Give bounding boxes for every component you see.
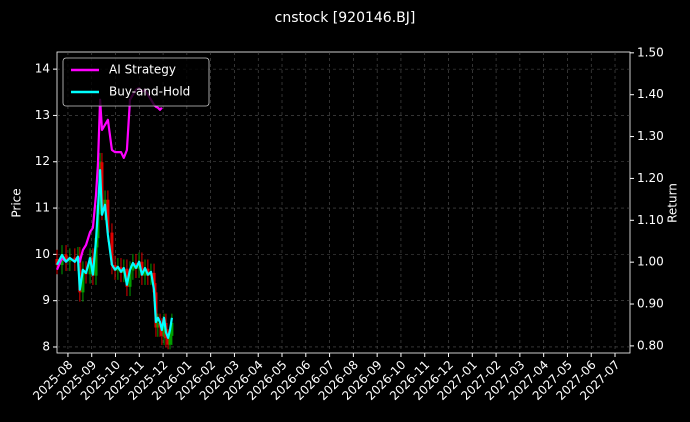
candle-body [128, 270, 132, 287]
y-axis-label: Price [10, 188, 24, 217]
y-tick-label: 9 [42, 293, 50, 307]
y-tick-label: 8 [42, 339, 50, 353]
candle-body [94, 238, 98, 276]
y2-tick-label: 1.40 [637, 87, 664, 101]
y-tick-label: 12 [35, 154, 50, 168]
candle-body [55, 258, 59, 266]
y2-tick-label: 0.90 [637, 297, 664, 311]
legend-label: AI Strategy [109, 63, 176, 77]
candle-body [116, 267, 120, 271]
candle-body [140, 261, 144, 276]
y2-tick-label: 1.30 [637, 129, 664, 143]
chart-title: cnstock [920146.BJ] [275, 10, 416, 26]
legend: AI Strategy Buy-and-Hold [62, 57, 210, 107]
candle-body [68, 257, 72, 262]
candle-body [125, 268, 129, 287]
candle-body [162, 322, 166, 336]
legend-label: Buy-and-Hold [109, 85, 190, 99]
candle-body [131, 263, 135, 271]
y2-axis-label: Return [666, 183, 680, 223]
series-line [56, 169, 173, 339]
candle-body [143, 268, 147, 276]
legend-box [62, 57, 210, 107]
candle-body [81, 270, 85, 293]
y-tick-label: 10 [35, 247, 50, 261]
candle-body [106, 199, 110, 233]
candle-body [110, 232, 114, 266]
y-tick-label: 13 [35, 108, 50, 122]
y-tick-label: 11 [35, 201, 50, 215]
candle-body [88, 257, 92, 275]
candle-body [170, 322, 174, 336]
y2-tick-label: 1.00 [637, 255, 664, 269]
candle-body [152, 272, 156, 293]
candle-body [100, 162, 104, 211]
candle-body [156, 322, 160, 328]
plot-frame [56, 51, 631, 354]
y2-tick-label: 1.20 [637, 171, 664, 185]
candle-body [168, 335, 172, 345]
y2-tick-label: 0.80 [637, 338, 664, 352]
candle-body [160, 327, 164, 336]
candle-body [64, 254, 68, 262]
candle-body [166, 338, 170, 345]
y2-tick-label: 1.10 [637, 213, 664, 227]
y2-tick-label: 1.50 [637, 45, 664, 59]
y-tick-label: 14 [35, 62, 50, 76]
